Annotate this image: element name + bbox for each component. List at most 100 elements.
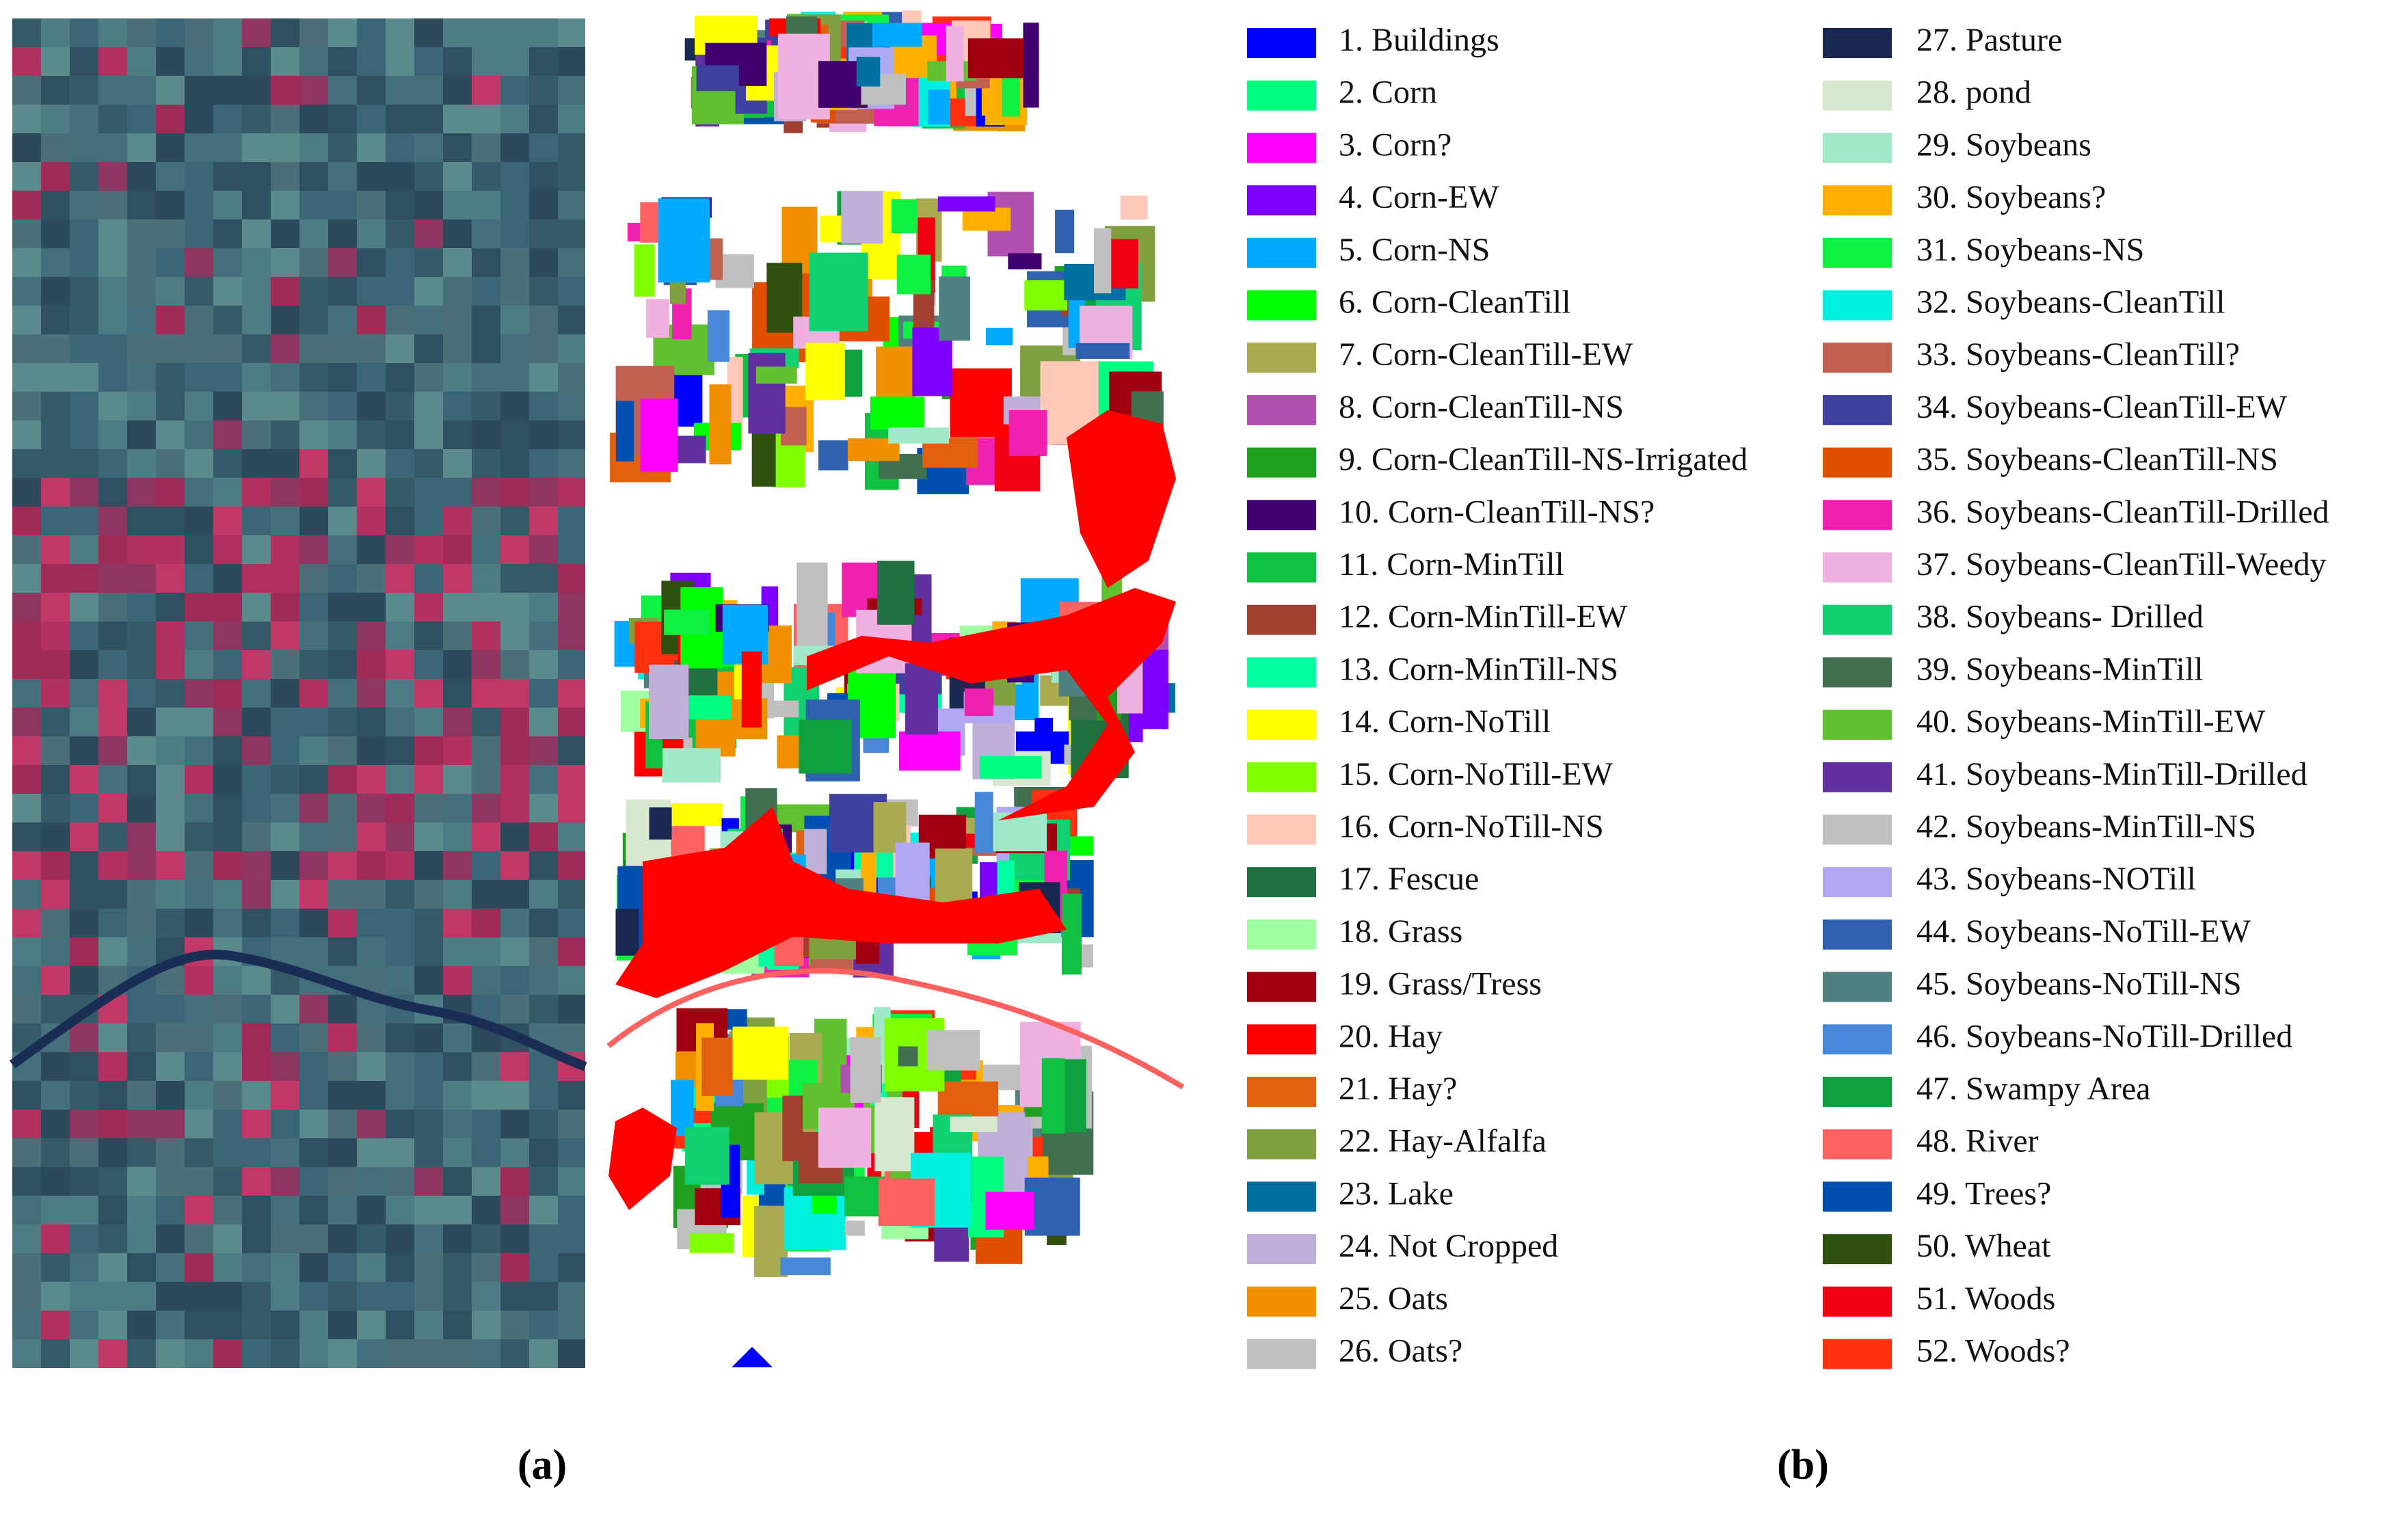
image-cell bbox=[500, 650, 529, 679]
image-cell bbox=[500, 507, 529, 535]
legend-label: 6. Corn-CleanTill bbox=[1339, 284, 1571, 321]
image-cell bbox=[414, 76, 443, 105]
image-cell bbox=[386, 18, 414, 47]
image-cell bbox=[529, 248, 558, 277]
map-field bbox=[1108, 239, 1138, 289]
map-field bbox=[662, 748, 721, 783]
image-cell bbox=[41, 1052, 70, 1081]
image-cell bbox=[41, 1081, 70, 1110]
image-cell bbox=[12, 1167, 41, 1196]
image-cell bbox=[328, 1081, 357, 1110]
image-cell bbox=[12, 392, 41, 420]
image-cell bbox=[271, 133, 299, 162]
image-cell bbox=[472, 363, 500, 392]
image-cell bbox=[357, 133, 386, 162]
image-cell bbox=[328, 1224, 357, 1253]
image-cell bbox=[472, 1253, 500, 1282]
image-cell bbox=[213, 219, 242, 248]
image-cell bbox=[98, 1052, 127, 1081]
image-cell bbox=[357, 880, 386, 909]
image-cell bbox=[185, 47, 213, 76]
image-cell bbox=[386, 937, 414, 966]
image-cell bbox=[299, 334, 328, 363]
image-cell bbox=[12, 478, 41, 507]
image-cell bbox=[98, 507, 127, 535]
legend-label: 36. Soybeans-CleanTill-Drilled bbox=[1916, 494, 2329, 530]
image-cell bbox=[271, 1081, 299, 1110]
image-cell bbox=[443, 449, 472, 478]
legend-swatch bbox=[1247, 133, 1316, 163]
image-cell bbox=[500, 1052, 529, 1081]
image-cell bbox=[558, 162, 585, 191]
image-cell bbox=[299, 794, 328, 822]
image-cell bbox=[98, 1081, 127, 1110]
image-cell bbox=[127, 219, 156, 248]
image-cell bbox=[41, 1253, 70, 1282]
image-cell bbox=[386, 593, 414, 621]
image-cell bbox=[70, 736, 98, 765]
image-cell bbox=[98, 708, 127, 736]
image-cell bbox=[127, 1110, 156, 1138]
image-cell bbox=[271, 76, 299, 105]
image-cell bbox=[558, 535, 585, 564]
legend-label: 48. River bbox=[1916, 1123, 2039, 1160]
image-cell bbox=[185, 334, 213, 363]
image-cell bbox=[299, 1253, 328, 1282]
ground-truth-map bbox=[606, 10, 1185, 1367]
image-cell bbox=[41, 76, 70, 105]
legend-swatch bbox=[1823, 604, 1892, 635]
image-cell bbox=[386, 334, 414, 363]
legend-swatch bbox=[1247, 343, 1316, 373]
image-cell bbox=[529, 880, 558, 909]
legend: 1. Buildings 2. Corn 3. Corn? 4. Corn-EW 5. … bbox=[1247, 22, 2329, 1369]
image-cell bbox=[299, 937, 328, 966]
image-cell bbox=[414, 1023, 443, 1052]
image-cell bbox=[156, 995, 185, 1023]
image-cell bbox=[443, 363, 472, 392]
legend-swatch bbox=[1823, 1129, 1892, 1160]
image-cell bbox=[299, 507, 328, 535]
image-cell bbox=[386, 851, 414, 880]
image-cell bbox=[185, 621, 213, 650]
map-field bbox=[856, 57, 881, 87]
legend-swatch bbox=[1823, 343, 1892, 373]
map-field bbox=[615, 909, 639, 956]
image-cell bbox=[98, 1196, 127, 1224]
image-cell bbox=[386, 822, 414, 851]
image-cell bbox=[271, 880, 299, 909]
image-cell bbox=[328, 822, 357, 851]
image-cell bbox=[328, 478, 357, 507]
image-cell bbox=[213, 191, 242, 219]
image-cell bbox=[529, 219, 558, 248]
image-cell bbox=[242, 47, 271, 76]
image-cell bbox=[41, 248, 70, 277]
image-cell bbox=[242, 822, 271, 851]
image-cell bbox=[299, 162, 328, 191]
legend-label: 31. Soybeans-NS bbox=[1916, 232, 2144, 268]
image-cell bbox=[213, 1138, 242, 1167]
image-cell bbox=[472, 478, 500, 507]
image-cell bbox=[12, 765, 41, 794]
image-cell bbox=[500, 966, 529, 995]
image-cell bbox=[185, 880, 213, 909]
image-cell bbox=[414, 650, 443, 679]
image-cell bbox=[242, 1167, 271, 1196]
image-cell bbox=[271, 47, 299, 76]
image-cell bbox=[357, 593, 386, 621]
image-cell bbox=[558, 1282, 585, 1311]
image-cell bbox=[328, 306, 357, 334]
image-cell bbox=[70, 765, 98, 794]
image-cell bbox=[472, 1224, 500, 1253]
image-cell bbox=[213, 363, 242, 392]
image-cell bbox=[271, 334, 299, 363]
image-cell bbox=[299, 564, 328, 593]
image-cell bbox=[529, 909, 558, 937]
image-cell bbox=[242, 1196, 271, 1224]
image-cell bbox=[529, 995, 558, 1023]
image-cell bbox=[500, 1110, 529, 1138]
image-cell bbox=[443, 219, 472, 248]
map-field bbox=[1028, 1156, 1049, 1178]
image-cell bbox=[70, 133, 98, 162]
legend-label: 13. Corn-MinTill-NS bbox=[1339, 651, 1618, 687]
